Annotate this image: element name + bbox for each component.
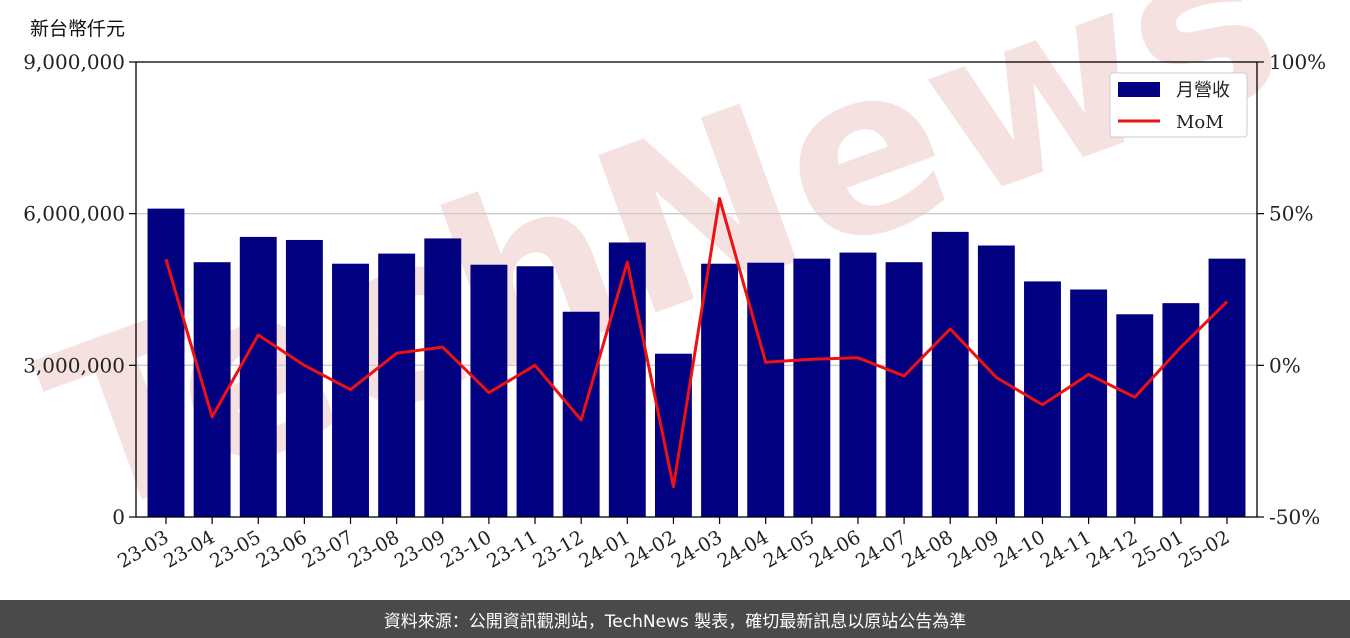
revenue-bar — [654, 353, 692, 517]
revenue-bar — [1116, 314, 1154, 517]
x-tick-label: 23-09 — [391, 526, 449, 572]
revenue-bar — [931, 231, 969, 517]
revenue-bar — [562, 311, 600, 517]
revenue-bar — [378, 253, 416, 517]
x-tick-label: 24-06 — [806, 526, 864, 572]
x-axis: 23-0323-0423-0523-0623-0723-0823-0923-10… — [114, 517, 1234, 573]
left-tick-label: 0 — [112, 505, 125, 529]
x-tick-label: 23-12 — [529, 526, 587, 572]
right-axis: -50% 0% 50% 100% — [1257, 50, 1326, 529]
revenue-bar — [516, 266, 554, 517]
x-tick-label: 24-04 — [714, 526, 772, 572]
right-tick-label: 0% — [1269, 353, 1301, 377]
revenue-bar — [1162, 303, 1200, 517]
x-tick-label: 23-08 — [345, 526, 403, 572]
x-tick-label: 24-03 — [668, 526, 726, 572]
right-tick-label: 50% — [1269, 202, 1313, 226]
revenue-bar — [193, 262, 231, 517]
x-tick-label: 23-11 — [483, 526, 541, 572]
x-tick-label: 24-02 — [621, 526, 679, 572]
legend-line-label: MoM — [1176, 112, 1224, 133]
x-tick-label: 24-09 — [944, 526, 1002, 572]
right-tick-label: 100% — [1269, 50, 1326, 74]
left-axis: 0 3,000,000 6,000,000 9,000,000 — [23, 50, 136, 529]
revenue-bar — [1208, 258, 1246, 517]
footer-source: 資料來源：公開資訊觀測站，TechNews 製表，確切最新訊息以原站公告為準 — [0, 600, 1350, 638]
revenue-bar — [701, 263, 739, 517]
x-tick-label: 24-01 — [575, 526, 633, 572]
revenue-bar — [747, 262, 785, 517]
revenue-bar — [608, 242, 646, 517]
x-tick-label: 24-12 — [1083, 526, 1141, 572]
legend-bar-label: 月營收 — [1176, 80, 1230, 101]
legend: 月營收 MoM — [1109, 72, 1248, 138]
x-tick-label: 23-10 — [437, 526, 495, 572]
unit-label: 新台幣仟元 — [30, 18, 126, 40]
revenue-bar — [1024, 281, 1061, 517]
revenue-bar — [977, 245, 1015, 517]
revenue-bar — [239, 236, 277, 517]
mom-line — [164, 197, 1229, 489]
x-tick-label: 25-01 — [1129, 526, 1187, 572]
revenue-bar — [285, 239, 323, 517]
right-tick-label: -50% — [1269, 505, 1320, 529]
revenue-bar — [424, 238, 462, 517]
left-tick-label: 9,000,000 — [23, 50, 125, 74]
left-tick-label: 3,000,000 — [23, 353, 125, 377]
x-tick-label: 23-05 — [206, 526, 264, 572]
mom-line-path — [164, 197, 1229, 489]
revenue-bar — [147, 208, 185, 517]
x-tick-label: 24-11 — [1037, 526, 1095, 572]
revenue-bar — [885, 262, 923, 517]
x-tick-label: 24-07 — [852, 526, 910, 572]
plot-frame — [135, 61, 1258, 518]
bars — [147, 208, 1246, 517]
x-tick-label: 24-10 — [991, 526, 1049, 572]
revenue-bar — [793, 258, 831, 517]
x-tick-label: 23-06 — [252, 526, 310, 572]
x-tick-label: 23-07 — [299, 526, 357, 572]
legend-bar-swatch — [1118, 82, 1160, 97]
left-tick-label: 6,000,000 — [23, 202, 125, 226]
x-tick-label: 25-02 — [1175, 526, 1233, 572]
revenue-bar — [1070, 289, 1108, 517]
revenue-bar — [839, 252, 877, 517]
x-tick-label: 24-05 — [760, 526, 818, 572]
x-tick-label: 24-08 — [898, 526, 956, 572]
